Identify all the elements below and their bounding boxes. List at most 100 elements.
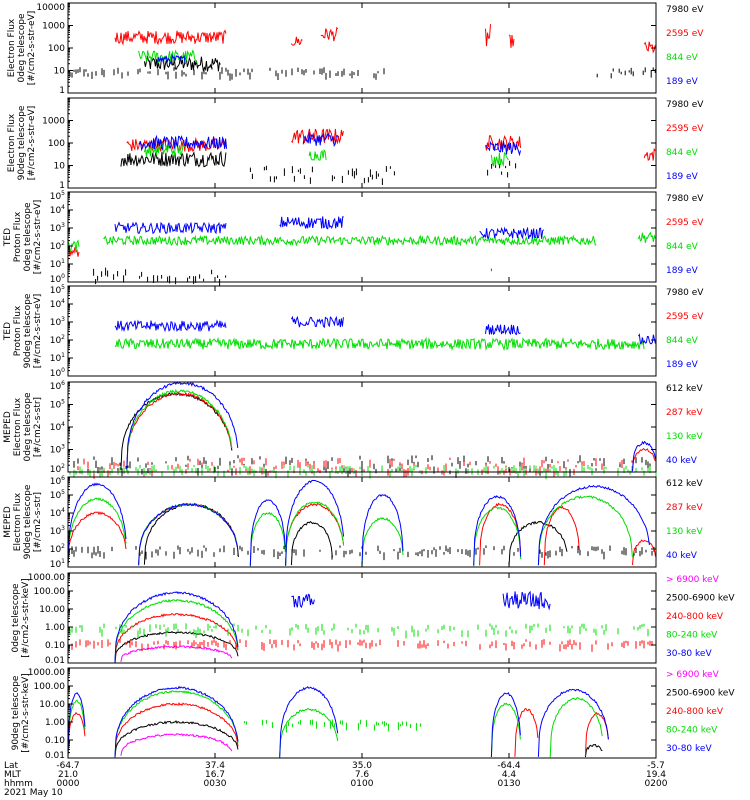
peak-6-4-6 bbox=[473, 495, 522, 566]
trace-1-2-6 bbox=[643, 41, 656, 54]
legend-6-4: 40 keV bbox=[666, 551, 698, 561]
ytick-label-1-2: 100 bbox=[48, 44, 65, 54]
peak-8-5-2 bbox=[114, 685, 239, 758]
ytick-label-5-1: 103 bbox=[50, 444, 65, 456]
ytick-base-3-1: 10 bbox=[50, 260, 62, 270]
ylabel-5-4: [#/cm2-s-str] bbox=[33, 397, 43, 457]
peak-6-2-3 bbox=[285, 502, 345, 566]
trace-7-4-1 bbox=[67, 623, 657, 639]
ytick-exp-6-2: 3 bbox=[61, 525, 65, 532]
legend-7-3: 240-800 keV bbox=[666, 612, 724, 622]
trace-2-3-2 bbox=[308, 149, 327, 161]
ytick-exp-6-0: 1 bbox=[61, 558, 65, 565]
trace-3-3-3 bbox=[637, 231, 656, 243]
ylabel-5-1: MEPED bbox=[3, 411, 13, 443]
trace-4-4-4 bbox=[637, 333, 656, 345]
legend-8-3: 240-800 keV bbox=[666, 707, 724, 717]
x-lat-2: 37.4 bbox=[205, 761, 225, 771]
x-row-label-4: 2021 May 10 bbox=[4, 788, 63, 798]
ytick-exp-4-4: 4 bbox=[61, 298, 65, 305]
ytick-base-5-1: 10 bbox=[50, 446, 62, 456]
ylabel-3-3: 0deg telescope bbox=[23, 202, 33, 272]
series-7-4 bbox=[67, 598, 657, 661]
x-hhmm-5: 0200 bbox=[645, 779, 668, 789]
legend-2-2: 2595 eV bbox=[666, 124, 704, 134]
ytick-label-6-0: 101 bbox=[50, 558, 65, 570]
ylabel-4-3: 90deg telescope bbox=[23, 293, 33, 368]
series-5-2 bbox=[77, 392, 657, 479]
legend-7-2: 2500-6900 keV bbox=[666, 594, 735, 604]
ytick-exp-3-3: 3 bbox=[61, 222, 65, 229]
legend-6-3: 130 keV bbox=[666, 527, 703, 537]
trace-7-5-1 bbox=[291, 593, 315, 609]
trace-3-2-1 bbox=[67, 245, 80, 257]
ytick-base-6-5: 10 bbox=[50, 477, 62, 487]
peak-8-4-5 bbox=[549, 697, 603, 758]
ylabel-3-1: TED bbox=[3, 228, 13, 247]
ytick-base-5-2: 10 bbox=[50, 423, 62, 433]
peak-8-4-4 bbox=[490, 702, 521, 757]
ytick-exp-3-0: 0 bbox=[61, 273, 65, 280]
series-3-1 bbox=[93, 267, 227, 287]
series-4-3 bbox=[114, 336, 645, 352]
ytick-base-4-0: 10 bbox=[50, 369, 62, 379]
x-mlt-2: 16.7 bbox=[205, 770, 225, 780]
ytick-base-3-0: 10 bbox=[50, 275, 62, 285]
panel-frame-7 bbox=[67, 572, 657, 664]
peak-8-4-1 bbox=[67, 699, 86, 758]
peak-6-2-5 bbox=[543, 505, 580, 566]
ytick-base-5-0: 10 bbox=[50, 465, 62, 475]
x-lat-3: 35.0 bbox=[352, 761, 372, 771]
series-2-3 bbox=[143, 142, 509, 167]
peak-6-4-2 bbox=[138, 503, 239, 566]
ylabel-2-3: [#/cm2-s-str-eV] bbox=[27, 106, 37, 181]
series-6-4 bbox=[67, 479, 650, 567]
ytick-base-3-2: 10 bbox=[50, 242, 62, 252]
legend-3-3: 844 eV bbox=[666, 242, 699, 252]
ytick-label-6-5: 106 bbox=[50, 475, 65, 487]
legend-6-1: 612 keV bbox=[666, 479, 703, 489]
peak-6-4-3 bbox=[249, 499, 286, 566]
trace-3-4-2 bbox=[279, 216, 344, 230]
ytick-label-5-4: 106 bbox=[50, 380, 65, 392]
peak-6-4-1 bbox=[67, 482, 127, 567]
series-7-5 bbox=[114, 590, 551, 662]
x-mlt-3: 7.6 bbox=[355, 770, 370, 780]
peak-6-3-4 bbox=[285, 501, 345, 567]
legend-2-3: 844 eV bbox=[666, 148, 699, 158]
legend-4-2: 2595 eV bbox=[666, 312, 704, 322]
series-6-2 bbox=[67, 502, 656, 567]
ytick-label-1-0: 1 bbox=[59, 86, 65, 96]
trace-2-1-3 bbox=[487, 160, 517, 178]
ytick-label-8-1: 0.10 bbox=[45, 736, 65, 746]
trace-7-5-2 bbox=[502, 590, 551, 611]
ytick-label-5-3: 105 bbox=[50, 399, 65, 411]
ytick-exp-4-1: 1 bbox=[61, 352, 65, 359]
peak-6-3-3 bbox=[249, 511, 286, 567]
legend-5-2: 287 keV bbox=[666, 408, 703, 418]
ytick-label-4-1: 101 bbox=[50, 352, 65, 364]
panel-1: 1 10 100 1000 10000 Electron Flux 0deg telesco… bbox=[7, 2, 704, 96]
series-8-4 bbox=[67, 690, 603, 758]
ylabel-8-1: 90deg telescope bbox=[11, 675, 21, 750]
ytick-base-4-4: 10 bbox=[50, 300, 62, 310]
peak-6-3-1 bbox=[67, 497, 127, 567]
series-8-1 bbox=[120, 732, 233, 756]
ytick-base-4-5: 10 bbox=[50, 286, 62, 296]
panel-frame-5 bbox=[67, 381, 657, 473]
peak-6-2-4 bbox=[479, 502, 522, 566]
series-6-3 bbox=[67, 495, 633, 567]
ylabel-5-2: Electron Flux bbox=[13, 397, 23, 456]
trace-2-1-2 bbox=[249, 165, 395, 185]
trace-4-4-2 bbox=[290, 315, 344, 329]
ytick-label-1-3: 1000 bbox=[42, 22, 65, 32]
peak-6-3-7 bbox=[537, 495, 633, 566]
ytick-base-6-4: 10 bbox=[50, 491, 62, 501]
trace-1-1-2 bbox=[69, 67, 385, 81]
peak-8-5-1 bbox=[67, 692, 86, 756]
trace-5-2-1 bbox=[77, 457, 657, 479]
panel-frame-8 bbox=[67, 667, 657, 759]
ytick-base-6-0: 10 bbox=[50, 560, 62, 570]
x-mlt-5: 19.4 bbox=[646, 770, 666, 780]
legend-5-3: 130 keV bbox=[666, 432, 703, 442]
